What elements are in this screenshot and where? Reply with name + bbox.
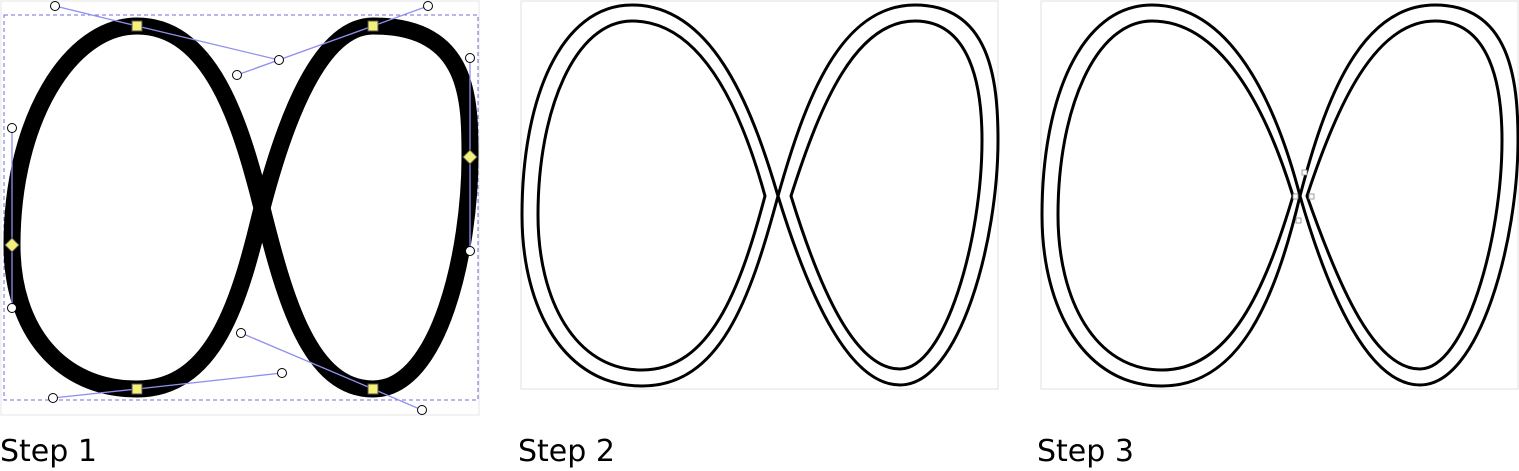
selection-bounding-box	[3, 14, 479, 401]
step-1-canvas	[0, 0, 480, 416]
outer-contour[interactable]	[1040, 3, 1519, 388]
node-square[interactable]	[131, 383, 143, 395]
handle-point[interactable]	[50, 1, 60, 11]
inner-contour-right[interactable]	[789, 19, 984, 371]
handle-point[interactable]	[236, 328, 246, 338]
step-1-frame	[0, 0, 480, 416]
node-marker[interactable]	[1301, 169, 1308, 176]
inner-contour-right[interactable]	[1305, 19, 1504, 371]
handle-points[interactable]	[7, 1, 475, 415]
cusp-nodes[interactable]	[4, 149, 478, 253]
handle-point[interactable]	[274, 55, 284, 65]
infinity-outline[interactable]	[520, 3, 1000, 388]
handle-point[interactable]	[48, 393, 58, 403]
node-square[interactable]	[367, 383, 379, 395]
node-marker[interactable]	[1292, 193, 1299, 200]
step-2-canvas	[520, 0, 1000, 390]
handle-point[interactable]	[423, 1, 433, 11]
step-2-frame	[520, 0, 999, 390]
handle-point[interactable]	[465, 246, 475, 256]
node-marker[interactable]	[1308, 193, 1315, 200]
step-3-panel	[1040, 0, 1519, 392]
handle-point[interactable]	[7, 123, 17, 133]
inner-contour-left[interactable]	[1056, 19, 1295, 372]
inner-contour-left[interactable]	[536, 19, 767, 372]
step-1-panel	[0, 0, 482, 418]
node-marker[interactable]	[1295, 217, 1302, 224]
step-1-caption: Step 1	[0, 434, 97, 469]
handle-point[interactable]	[465, 53, 475, 63]
step-2-caption: Step 2	[518, 434, 615, 469]
node-square[interactable]	[131, 20, 143, 32]
handle-point[interactable]	[417, 405, 427, 415]
outer-contour[interactable]	[520, 3, 1000, 388]
step-2-panel	[520, 0, 1000, 392]
step-3-frame	[1040, 0, 1519, 390]
crossing-nodes[interactable]	[1292, 169, 1315, 224]
handle-point[interactable]	[277, 368, 287, 378]
handle-point[interactable]	[232, 70, 242, 80]
step-3-caption: Step 3	[1037, 434, 1134, 469]
node-diamond[interactable]	[4, 237, 20, 253]
smooth-nodes[interactable]	[131, 20, 379, 395]
infinity-union[interactable]	[1040, 3, 1519, 388]
node-diamond[interactable]	[462, 149, 478, 165]
step-3-canvas	[1040, 0, 1519, 390]
handle-lines	[11, 5, 471, 411]
node-square[interactable]	[367, 20, 379, 32]
handle-point[interactable]	[7, 303, 17, 313]
